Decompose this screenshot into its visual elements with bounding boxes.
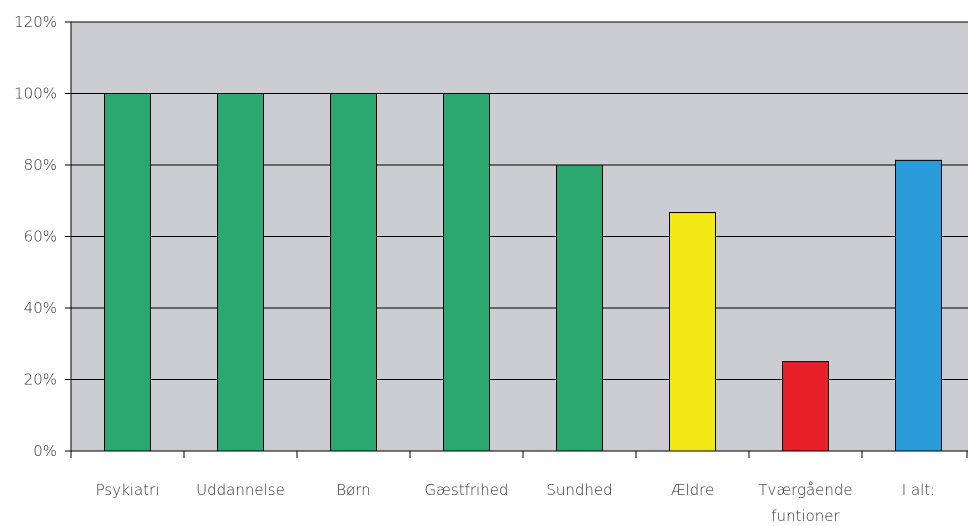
y-tick-label: 0% (33, 442, 57, 460)
y-tick-label: 40% (24, 299, 57, 317)
bar (669, 212, 716, 452)
y-tick-label: 60% (24, 228, 57, 246)
x-category-label: Uddannelse (196, 481, 285, 499)
y-tick-label: 120% (14, 13, 57, 31)
bar (217, 93, 264, 452)
y-tick-label: 100% (14, 85, 57, 103)
bar (443, 93, 490, 452)
x-category-label: I alt: (902, 481, 936, 499)
x-category-label: Tværgående funtioner (758, 481, 852, 525)
y-tick-label: 20% (24, 371, 57, 389)
bar (556, 164, 603, 452)
x-category-label: Ældre (671, 481, 714, 499)
x-category-label: Gæstfrihed (425, 481, 509, 499)
bar (104, 93, 151, 452)
x-category-label: Børn (336, 481, 370, 499)
bars (104, 93, 942, 452)
axes (70, 22, 968, 458)
x-category-label: Psykiatri (96, 481, 160, 499)
bar (895, 159, 942, 452)
bar (330, 93, 377, 452)
x-axis-category-labels: Psykiatri Uddannelse Børn Gæstfrihed Sundhed… (96, 481, 936, 525)
x-category-label: Sundhed (546, 481, 612, 499)
y-axis-tick-labels: 0% 20% 40% 60% 80% 100% 120% (14, 13, 57, 460)
y-tick-label: 80% (24, 156, 57, 174)
bar (782, 361, 829, 452)
